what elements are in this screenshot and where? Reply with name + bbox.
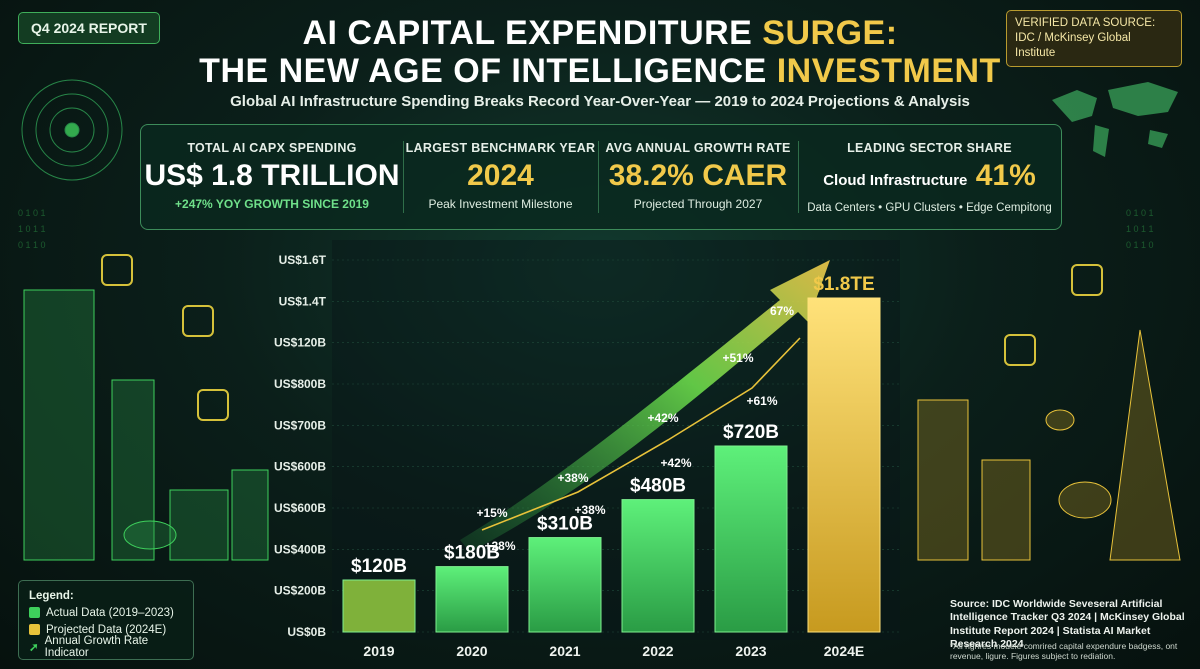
page-title: AI CAPITAL EXPENDITURE SURGE: THE NEW AG… <box>0 14 1200 90</box>
kpi-subtext: +247% YOY GROWTH SINCE 2019 <box>175 197 369 211</box>
bar-value-label: $480B <box>630 476 686 497</box>
kpi-subtext: Data Centers • GPU Clusters • Edge Cempi… <box>807 202 1052 214</box>
legend: Legend: Actual Data (2019–2023) Projecte… <box>18 580 194 660</box>
legend-item-actual: Actual Data (2019–2023) <box>29 604 193 621</box>
growth-rate-label: 67% <box>770 304 794 318</box>
growth-rate-label: +61% <box>746 394 777 408</box>
bar-value-label: $1.8TE <box>813 274 874 295</box>
bar-2020 <box>435 566 509 633</box>
kpi-value: 2024 <box>467 159 534 192</box>
legend-item-growth: ➚ Annual Growth Rate Indicator <box>29 635 193 659</box>
x-tick-label: 2020 <box>456 643 487 659</box>
y-axis: US$0B US$200B US$400B US$600B US$600B US$700B… <box>274 253 900 639</box>
growth-rate-label: +38% <box>557 471 588 485</box>
growth-rate-label: +51% <box>722 351 753 365</box>
growth-rate-label: +38% <box>574 503 605 517</box>
legend-label: Actual Data (2019–2023) <box>46 606 174 619</box>
source-note: Source: IDC Worldwide Seveseral Artifici… <box>950 598 1185 651</box>
y-tick-label: US$200B <box>274 584 326 598</box>
bar-value-label: $180B <box>444 543 500 564</box>
y-tick-label: US$800B <box>274 377 326 391</box>
footnote: *All righres mouele comrired capital exp… <box>950 641 1178 662</box>
y-tick-label: US$1.6T <box>279 253 327 267</box>
growth-arrow-icon: ➚ <box>29 641 39 654</box>
title-line1-text: AI CAPITAL EXPENDITURE <box>302 14 763 52</box>
y-tick-label: US$600B <box>274 460 326 474</box>
kpi-value-row: Cloud Infrastructure 41% <box>798 159 1061 198</box>
kpi-subtext: Projected Through 2027 <box>633 197 763 211</box>
title-line1-highlight: SURGE: <box>762 14 898 52</box>
growth-labels: +15% +38% +42% +51% 67% +28% +38% +42% +61% <box>476 304 801 553</box>
kpi-label: AVG ANNUAL GROWTH RATE <box>605 141 791 155</box>
kpi-value-text: Cloud Infrastructure <box>823 172 968 189</box>
world-map-icon <box>1052 82 1178 157</box>
x-tick-label: 2019 <box>363 643 394 659</box>
legend-label: Projected Data (2024E) <box>46 623 167 636</box>
title-line2-text: THE NEW AGE OF INTELLIGENCE <box>199 52 777 90</box>
bar-2022 <box>621 499 695 633</box>
x-tick-label: 2022 <box>642 643 673 659</box>
kpi-growth-rate: AVG ANNUAL GROWTH RATE 38.2% CAER Projec… <box>598 125 798 229</box>
left-city-icon <box>23 289 269 561</box>
growth-rate-label: +28% <box>484 539 515 553</box>
data-source-badge: VERIFIED DATA SOURCE: IDC / McKinsey Glo… <box>1006 10 1182 67</box>
growth-arrow <box>460 260 830 552</box>
kpi-label: TOTAL AI CAPX SPENDING <box>187 141 357 155</box>
bar-value-label: $120B <box>351 556 407 577</box>
bar-2024E <box>807 297 881 633</box>
bar-value-label: $310B <box>537 514 593 535</box>
svg-text:0 1 1 0: 0 1 1 0 <box>18 240 46 250</box>
y-tick-label: US$1.4T <box>279 294 327 308</box>
right-city-icon <box>917 329 1181 561</box>
chip-icons <box>101 254 1103 421</box>
x-tick-label: 2023 <box>735 643 766 659</box>
kpi-panel: TOTAL AI CAPX SPENDING US$ 1.8 TRILLION … <box>140 124 1062 230</box>
y-tick-label: US$400B <box>274 542 326 556</box>
legend-title: Legend: <box>29 589 74 602</box>
y-tick-label: US$120B <box>274 336 326 350</box>
kpi-total-spending: TOTAL AI CAPX SPENDING US$ 1.8 TRILLION … <box>141 125 403 229</box>
legend-swatch-actual <box>29 607 40 618</box>
legend-swatch-projected <box>29 624 40 635</box>
legend-item-projected: Projected Data (2024E) <box>29 621 193 638</box>
bar-2021 <box>528 537 602 633</box>
legend-label: Annual Growth Rate Indicator <box>44 634 149 659</box>
x-tick-label: 2024E <box>824 643 864 659</box>
kpi-benchmark-year: LARGEST BENCHMARK YEAR 2024 Peak Investm… <box>403 125 598 229</box>
svg-text:1 0 1 1: 1 0 1 1 <box>1126 224 1154 234</box>
growth-indicator-line <box>481 337 801 531</box>
bar-value-label: $720B <box>723 422 779 443</box>
growth-rate-label: +42% <box>660 456 691 470</box>
bar-2023 <box>714 445 788 633</box>
growth-rate-label: +42% <box>647 411 678 425</box>
title-line2-highlight: INVESTMENT <box>776 52 1001 90</box>
kpi-label: LARGEST BENCHMARK YEAR <box>405 141 596 155</box>
svg-text:0 1 0 1: 0 1 0 1 <box>18 208 46 218</box>
kpi-value: 38.2% CAER <box>608 159 788 192</box>
kpi-value: US$ 1.8 TRILLION <box>144 159 400 192</box>
kpi-label: LEADING SECTOR SHARE <box>847 141 1012 155</box>
y-tick-label: US$600B <box>274 501 326 515</box>
kpi-sector-share: LEADING SECTOR SHARE Cloud Infrastructur… <box>798 125 1061 229</box>
kpi-value: 41% <box>975 159 1036 192</box>
svg-text:1 0 1 1: 1 0 1 1 <box>18 224 46 234</box>
page-subtitle: Global AI Infrastructure Spending Breaks… <box>230 93 970 110</box>
y-tick-label: US$0B <box>287 625 326 639</box>
kpi-subtext: Peak Investment Milestone <box>428 197 573 211</box>
y-tick-label: US$700B <box>274 418 326 432</box>
svg-text:0 1 0 1: 0 1 0 1 <box>1126 208 1154 218</box>
radar-icon <box>21 79 123 181</box>
growth-rate-label: +15% <box>476 506 507 520</box>
bar-2019 <box>342 579 416 633</box>
report-badge: Q4 2024 REPORT <box>18 12 160 44</box>
svg-text:0 1 1 0: 0 1 1 0 <box>1126 240 1154 250</box>
x-tick-label: 2021 <box>549 643 580 659</box>
bars: $120B 2019 $180B 2020 $310B 2021 $480B 2022 $720… <box>342 274 881 659</box>
